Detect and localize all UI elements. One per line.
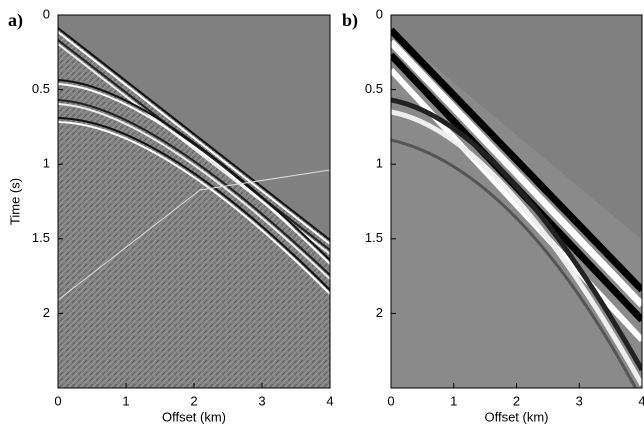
y-tick-label: 0.5 — [365, 81, 383, 96]
y-tick-label: 0 — [43, 6, 50, 21]
panel-label: a) — [8, 10, 23, 31]
x-tick-label: 4 — [326, 393, 333, 408]
x-tick-label: 0 — [54, 393, 61, 408]
panel-b-image — [391, 15, 642, 388]
panel-a-image — [58, 15, 330, 388]
x-axis-label: Offset (km) — [162, 409, 226, 424]
y-tick-label: 1.5 — [365, 230, 383, 245]
y-axis-label: Time (s) — [7, 178, 22, 225]
panel-label: b) — [342, 10, 358, 31]
x-tick-label: 1 — [122, 393, 129, 408]
x-tick-label: 0 — [387, 393, 394, 408]
x-tick-label: 1 — [450, 393, 457, 408]
x-tick-label: 4 — [638, 393, 644, 408]
y-tick-label: 1.5 — [32, 230, 50, 245]
x-tick-label: 3 — [258, 393, 265, 408]
y-tick-label: 0 — [376, 6, 383, 21]
y-tick-label: 1 — [376, 156, 383, 171]
y-tick-label: 0.5 — [32, 81, 50, 96]
y-tick-label: 2 — [43, 305, 50, 320]
y-tick-label: 2 — [376, 305, 383, 320]
x-tick-label: 2 — [190, 393, 197, 408]
x-tick-label: 3 — [576, 393, 583, 408]
x-tick-label: 2 — [513, 393, 520, 408]
x-axis-label: Offset (km) — [484, 409, 548, 424]
y-tick-label: 1 — [43, 156, 50, 171]
